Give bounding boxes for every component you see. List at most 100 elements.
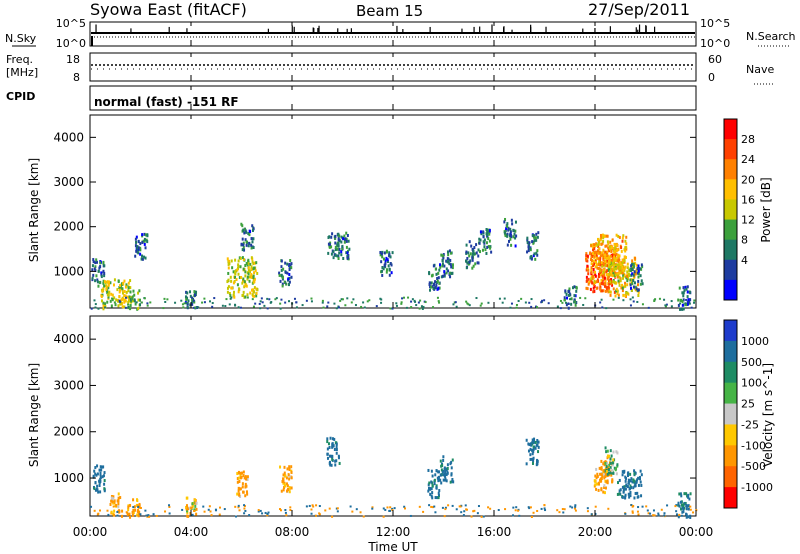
data-point bbox=[445, 467, 448, 471]
data-point bbox=[282, 479, 285, 483]
ground-scatter-point bbox=[318, 505, 321, 508]
data-point bbox=[250, 265, 253, 269]
data-point bbox=[536, 249, 539, 253]
ground-scatter-point bbox=[180, 299, 183, 302]
data-point bbox=[288, 490, 291, 494]
data-point bbox=[593, 270, 596, 274]
colorbar-tick-label: 8 bbox=[741, 234, 748, 247]
ground-scatter-point bbox=[203, 297, 206, 300]
ground-scatter-point bbox=[487, 301, 490, 304]
data-point bbox=[606, 250, 609, 254]
data-point bbox=[93, 487, 96, 491]
data-point bbox=[597, 488, 600, 492]
data-point bbox=[132, 511, 135, 515]
data-point bbox=[514, 244, 517, 248]
ground-scatter-point bbox=[340, 298, 343, 301]
data-point bbox=[242, 228, 245, 232]
data-point bbox=[445, 267, 448, 271]
data-point bbox=[636, 283, 639, 287]
data-point bbox=[441, 462, 444, 466]
data-point bbox=[250, 256, 253, 260]
data-point bbox=[430, 487, 433, 491]
data-point bbox=[534, 446, 537, 450]
data-point bbox=[283, 280, 286, 284]
data-point bbox=[253, 294, 256, 298]
data-point bbox=[241, 248, 244, 252]
data-point bbox=[441, 264, 444, 268]
data-point bbox=[244, 494, 247, 498]
ground-scatter-point bbox=[202, 505, 205, 508]
data-point bbox=[505, 227, 508, 231]
data-point bbox=[107, 293, 110, 297]
data-point bbox=[599, 269, 602, 273]
data-point bbox=[345, 237, 348, 241]
data-point bbox=[341, 244, 344, 248]
data-point bbox=[632, 273, 635, 277]
data-point bbox=[380, 252, 383, 256]
data-point bbox=[143, 239, 146, 243]
ground-scatter-point bbox=[574, 507, 577, 510]
ground-scatter-point bbox=[337, 306, 340, 309]
ground-scatter-point bbox=[680, 514, 683, 517]
data-point bbox=[591, 276, 594, 280]
data-point bbox=[117, 496, 120, 500]
data-point bbox=[196, 306, 199, 310]
ground-scatter-point bbox=[679, 302, 682, 305]
ground-scatter-point bbox=[561, 508, 564, 511]
data-point bbox=[338, 247, 341, 251]
data-point bbox=[388, 273, 391, 277]
station-title: Syowa East (fitACF) bbox=[90, 0, 247, 19]
data-point bbox=[334, 459, 337, 463]
data-point bbox=[250, 267, 253, 271]
data-point bbox=[235, 278, 238, 282]
data-point bbox=[246, 478, 249, 482]
ground-scatter-point bbox=[268, 298, 271, 301]
ground-scatter-point bbox=[263, 304, 266, 307]
data-point bbox=[379, 250, 382, 254]
data-point bbox=[624, 249, 627, 253]
ground-scatter-point bbox=[630, 504, 633, 507]
ground-scatter-point bbox=[260, 297, 263, 300]
data-point bbox=[687, 493, 690, 497]
data-point bbox=[598, 262, 601, 266]
data-point bbox=[102, 279, 105, 283]
data-point bbox=[640, 267, 643, 271]
data-point bbox=[599, 289, 602, 293]
data-point bbox=[430, 281, 433, 285]
data-point bbox=[622, 293, 625, 297]
ground-scatter-point bbox=[678, 513, 681, 516]
data-point bbox=[637, 279, 640, 283]
data-point bbox=[238, 256, 241, 260]
velocity-colorbar-label: Velocity [m s^-1] bbox=[761, 363, 775, 467]
data-point bbox=[229, 294, 232, 298]
data-point bbox=[227, 285, 230, 289]
data-point bbox=[433, 478, 436, 482]
data-point bbox=[343, 234, 346, 238]
ground-scatter-point bbox=[501, 301, 504, 304]
data-point bbox=[434, 473, 437, 477]
data-point bbox=[601, 474, 604, 478]
ground-scatter-point bbox=[266, 514, 269, 517]
data-point bbox=[340, 240, 343, 244]
colorbar-tick-label: 500 bbox=[741, 356, 762, 369]
data-point bbox=[465, 259, 468, 263]
data-point bbox=[573, 300, 576, 304]
data-point bbox=[113, 513, 116, 517]
data-point bbox=[591, 275, 594, 279]
ground-scatter-point bbox=[420, 305, 423, 308]
data-point bbox=[143, 242, 146, 246]
ground-scatter-point bbox=[366, 300, 369, 303]
data-point bbox=[620, 249, 623, 253]
data-point bbox=[129, 503, 132, 507]
data-point bbox=[606, 240, 609, 244]
data-point bbox=[680, 503, 683, 507]
colorbar-frame bbox=[723, 118, 738, 301]
ground-scatter-point bbox=[321, 299, 324, 302]
ground-scatter-point bbox=[684, 302, 687, 305]
nsky-label: N.Sky bbox=[5, 32, 37, 45]
data-point bbox=[624, 246, 627, 250]
data-point bbox=[194, 293, 197, 297]
data-point bbox=[619, 266, 622, 270]
data-point bbox=[137, 291, 140, 295]
data-point bbox=[594, 253, 597, 257]
